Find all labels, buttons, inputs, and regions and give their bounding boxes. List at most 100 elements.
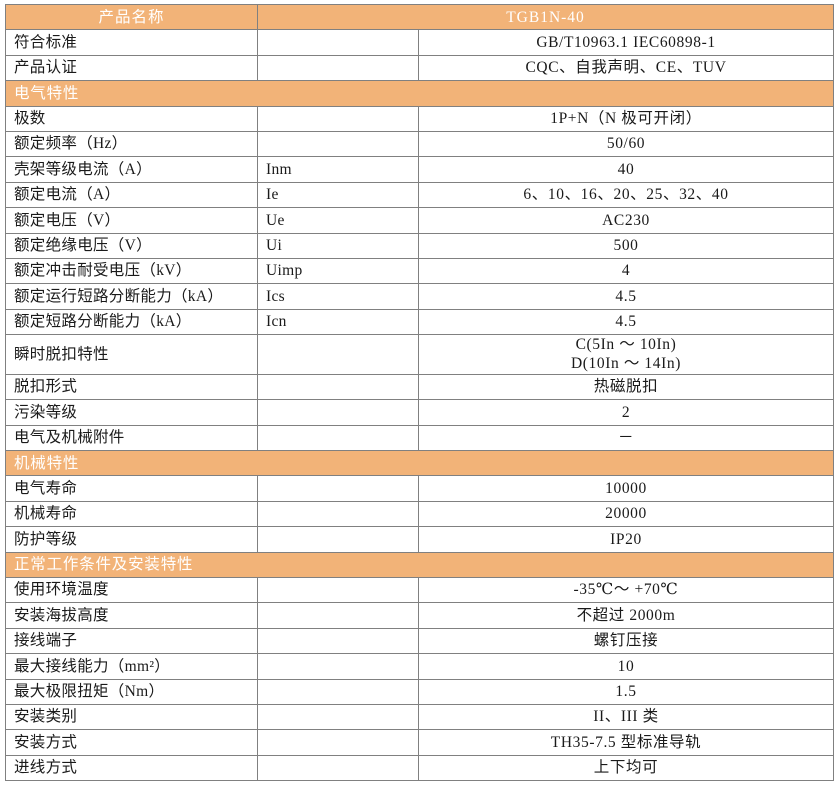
spec-row: 瞬时脱扣特性 C(5In ～ 10In) D(10In ～ 14In) bbox=[5, 334, 835, 375]
spec-symbol bbox=[257, 678, 419, 705]
spec-label: 额定绝缘电压（V） bbox=[5, 232, 258, 259]
section-header-row: 正常工作条件及安装特性 bbox=[4, 551, 835, 578]
product-specification-table: 产品名称 TGB1N-40 符合标准 GB/T10963.1 IEC60898-1 产品… bbox=[4, 3, 835, 782]
spec-label: 电气及机械附件 bbox=[5, 424, 258, 452]
spec-label: 污染等级 bbox=[5, 399, 258, 426]
spec-value: 不超过 2000m bbox=[417, 602, 835, 629]
spec-symbol bbox=[257, 29, 419, 56]
spec-symbol bbox=[257, 105, 419, 132]
spec-label: 符合标准 bbox=[5, 29, 258, 56]
spec-symbol bbox=[257, 334, 419, 375]
spec-value: 500 bbox=[417, 232, 835, 259]
spec-row: 电气寿命 10000 bbox=[5, 475, 835, 502]
spec-symbol: Uimp bbox=[257, 257, 419, 285]
spec-value: AC230 bbox=[417, 207, 835, 234]
spec-value: 10 bbox=[417, 653, 835, 680]
spec-label: 极数 bbox=[5, 105, 258, 132]
spec-row: 进线方式 上下均可 bbox=[5, 754, 835, 782]
spec-value: 4 bbox=[417, 257, 835, 285]
spec-label: 额定电压（V） bbox=[5, 207, 258, 234]
spec-symbol bbox=[257, 399, 419, 426]
spec-symbol bbox=[257, 602, 419, 629]
spec-row: 额定绝缘电压（V） Ui 500 bbox=[5, 232, 835, 259]
spec-row: 污染等级 2 bbox=[5, 399, 835, 426]
specification-table-body: 产品名称 TGB1N-40 符合标准 GB/T10963.1 IEC60898-1 产品… bbox=[4, 3, 835, 782]
spec-value: 40 bbox=[417, 156, 835, 183]
spec-row: 安装类别 II、III 类 bbox=[5, 703, 835, 731]
spec-row: 额定运行短路分断能力（kA） Ics 4.5 bbox=[5, 283, 835, 310]
spec-label: 壳架等级电流（A） bbox=[5, 156, 258, 183]
spec-label: 额定冲击耐受电压（kV） bbox=[5, 257, 258, 285]
spec-label: 最大极限扭矩（Nm） bbox=[5, 678, 258, 705]
spec-label: 额定运行短路分断能力（kA） bbox=[5, 283, 258, 310]
spec-label: 产品认证 bbox=[5, 54, 258, 82]
section-title: 电气特性 bbox=[4, 80, 835, 107]
spec-value: 10000 bbox=[417, 475, 835, 502]
spec-value: 1P+N（N 极可开闭） bbox=[417, 105, 835, 132]
spec-value: 2 bbox=[417, 399, 835, 426]
spec-symbol bbox=[257, 576, 419, 604]
spec-row: 壳架等级电流（A） Inm 40 bbox=[5, 156, 835, 183]
spec-label: 瞬时脱扣特性 bbox=[5, 334, 258, 375]
spec-label: 进线方式 bbox=[5, 754, 258, 782]
spec-value-line: C(5In ～ 10In) bbox=[575, 336, 677, 354]
spec-label: 使用环境温度 bbox=[5, 576, 258, 604]
table-header-row: 产品名称 TGB1N-40 bbox=[5, 3, 835, 31]
spec-label: 安装海拔高度 bbox=[5, 602, 258, 629]
spec-value: 4.5 bbox=[417, 308, 835, 336]
spec-symbol: Icn bbox=[257, 308, 419, 336]
spec-value: 螺钉压接 bbox=[417, 627, 835, 655]
spec-symbol bbox=[257, 627, 419, 655]
spec-label: 防护等级 bbox=[5, 526, 258, 553]
spec-value: － bbox=[417, 424, 835, 452]
spec-value: GB/T10963.1 IEC60898-1 bbox=[417, 29, 835, 56]
spec-value: 4.5 bbox=[417, 283, 835, 310]
spec-symbol: Ui bbox=[257, 232, 419, 259]
spec-symbol bbox=[257, 130, 419, 158]
spec-symbol bbox=[257, 424, 419, 452]
spec-value: CQC、自我声明、CE、TUV bbox=[417, 54, 835, 82]
section-header-row: 机械特性 bbox=[4, 449, 835, 477]
spec-label: 最大接线能力（mm²） bbox=[5, 653, 258, 680]
spec-label: 额定短路分断能力（kA） bbox=[5, 308, 258, 336]
spec-label: 额定频率（Hz） bbox=[5, 130, 258, 158]
spec-row: 接线端子 螺钉压接 bbox=[5, 627, 835, 655]
spec-value: 热磁脱扣 bbox=[417, 373, 835, 401]
spec-row: 安装方式 TH35-7.5 型标准导轨 bbox=[5, 729, 835, 756]
spec-symbol bbox=[257, 54, 419, 82]
spec-value: 50/60 bbox=[417, 130, 835, 158]
spec-value: 1.5 bbox=[417, 678, 835, 705]
spec-value: IP20 bbox=[417, 526, 835, 553]
spec-value: 20000 bbox=[417, 500, 835, 528]
spec-row: 安装海拔高度 不超过 2000m bbox=[5, 602, 835, 629]
product-name-header: 产品名称 bbox=[5, 3, 258, 31]
spec-row: 最大极限扭矩（Nm） 1.5 bbox=[5, 678, 835, 705]
spec-row: 极数 1P+N（N 极可开闭） bbox=[5, 105, 835, 132]
spec-row: 脱扣形式 热磁脱扣 bbox=[5, 373, 835, 401]
spec-symbol bbox=[257, 526, 419, 553]
spec-symbol: Ics bbox=[257, 283, 419, 310]
spec-symbol bbox=[257, 653, 419, 680]
spec-row: 额定电压（V） Ue AC230 bbox=[5, 207, 835, 234]
spec-label: 脱扣形式 bbox=[5, 373, 258, 401]
spec-symbol bbox=[257, 754, 419, 782]
spec-symbol bbox=[257, 729, 419, 756]
spec-label: 安装方式 bbox=[5, 729, 258, 756]
spec-row: 使用环境温度 -35℃～ +70℃ bbox=[5, 576, 835, 604]
spec-value: C(5In ～ 10In) D(10In ～ 14In) bbox=[417, 334, 835, 375]
spec-value: 上下均可 bbox=[417, 754, 835, 782]
spec-label: 电气寿命 bbox=[5, 475, 258, 502]
spec-label: 机械寿命 bbox=[5, 500, 258, 528]
spec-symbol: Ue bbox=[257, 207, 419, 234]
spec-value: -35℃～ +70℃ bbox=[417, 576, 835, 604]
spec-value: 6、10、16、20、25、32、40 bbox=[417, 181, 835, 209]
spec-row: 产品认证 CQC、自我声明、CE、TUV bbox=[5, 54, 835, 82]
spec-symbol bbox=[257, 373, 419, 401]
section-header-row: 电气特性 bbox=[4, 80, 835, 107]
spec-label: 接线端子 bbox=[5, 627, 258, 655]
spec-row: 机械寿命 20000 bbox=[5, 500, 835, 528]
spec-row: 防护等级 IP20 bbox=[5, 526, 835, 553]
spec-value: II、III 类 bbox=[417, 703, 835, 731]
spec-label: 安装类别 bbox=[5, 703, 258, 731]
spec-symbol bbox=[257, 500, 419, 528]
